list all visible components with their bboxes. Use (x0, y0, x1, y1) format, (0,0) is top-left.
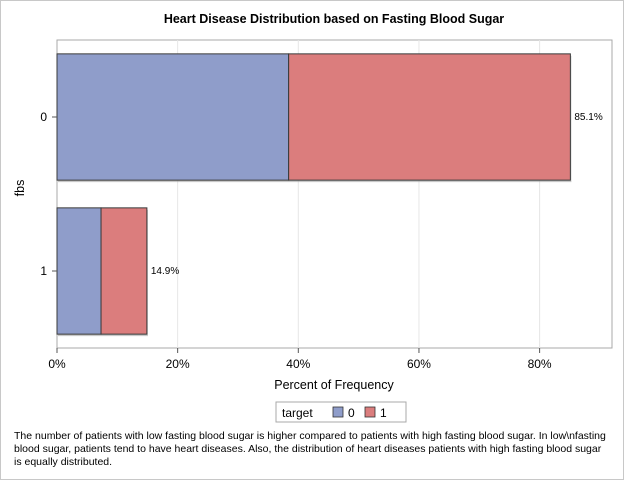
legend-title: target (282, 406, 313, 420)
x-axis-label: Percent of Frequency (274, 378, 394, 392)
footnote: The number of patients with low fasting … (14, 430, 606, 468)
legend-swatch-0 (332, 406, 344, 418)
x-tick-label: 20% (166, 357, 190, 371)
legend: target 0 1 (275, 401, 407, 423)
legend-label-0: 0 (348, 406, 355, 420)
y-axis-label: fbs (13, 180, 27, 197)
bar-total-label: 14.9% (151, 266, 179, 277)
y-tick-label: 0 (40, 110, 47, 124)
legend-label-1: 1 (380, 406, 387, 420)
legend-swatch-1 (364, 406, 376, 418)
x-tick-label: 60% (407, 357, 431, 371)
x-tick-label: 0% (48, 357, 66, 371)
y-axis-ticks: 01 (40, 110, 57, 278)
bar-total-label: 85.1% (574, 112, 602, 123)
x-tick-label: 80% (528, 357, 552, 371)
bar-segment-fbs-0-target-1 (288, 53, 571, 181)
x-tick-label: 40% (286, 357, 310, 371)
x-axis-ticks: 0% 20% 40% 60% 80% (48, 348, 552, 371)
bar-segment-fbs-1-target-1 (100, 207, 148, 335)
bars: 85.1% 14.9% (56, 53, 603, 337)
chart-title: Heart Disease Distribution based on Fast… (164, 12, 504, 26)
bar-segment-fbs-1-target-0 (56, 207, 102, 335)
y-tick-label: 1 (40, 264, 47, 278)
bar-segment-fbs-0-target-0 (56, 53, 290, 181)
heart-disease-chart: Heart Disease Distribution based on Fast… (13, 12, 613, 423)
